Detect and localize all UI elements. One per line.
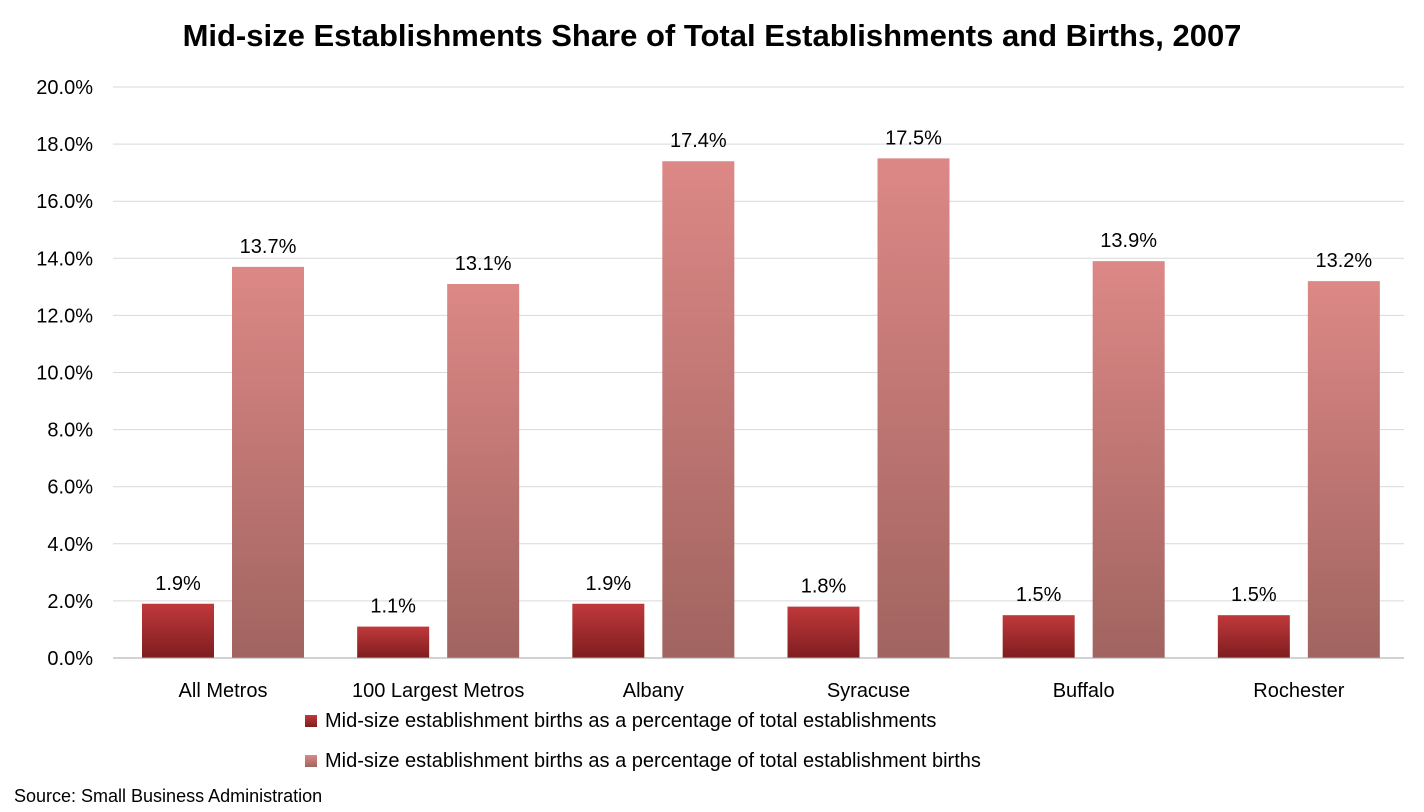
bar-series-2-buffalo [1092,261,1165,658]
bar-series-1-rochester [1217,615,1290,658]
bars [142,158,1380,659]
bar-series-2-rochester [1307,281,1380,658]
bar-series-1-syracuse [787,606,860,658]
legend-label: Mid-size establishment births as a perce… [325,709,937,732]
x-axis: All Metros 100 Largest Metros Albany Syracu… [113,657,1404,702]
x-category-label: All Metros [179,680,268,702]
bar-value-label: 17.4% [670,130,727,152]
bar-value-label: 1.8% [801,576,847,598]
chart-title: Mid-size Establishments Share of Total E… [182,18,1242,53]
bar-value-label: 17.5% [885,127,942,149]
legend-swatch-dark-red [305,715,317,727]
bar-value-label: 13.2% [1315,250,1372,272]
y-tick-label: 16.0% [36,191,93,213]
legend-item-series-1: Mid-size establishment births as a perce… [305,709,936,733]
y-tick-label: 0.0% [47,648,93,670]
y-tick-label: 2.0% [47,591,93,613]
gridlines [113,86,1404,602]
bar-value-label: 1.5% [1016,584,1062,606]
y-axis: 0.0% 2.0% 4.0% 6.0% 8.0% 10.0% 12.0% 14.0% 16.0%… [36,77,93,670]
legend-label: Mid-size establishment births as a perce… [325,749,981,772]
y-tick-label: 18.0% [36,134,93,156]
bar-series-1-all-metros [142,603,214,658]
bar-value-label: 1.1% [370,596,416,618]
bar-series-1-albany [572,603,645,658]
x-category-label: Albany [623,680,684,702]
y-tick-label: 14.0% [36,248,93,270]
bar-value-label: 1.9% [155,573,201,595]
bar-series-1-100-largest-metros [357,626,430,658]
x-category-label: Rochester [1253,680,1344,702]
bar-value-label: 13.1% [455,253,512,275]
bar-series-2-all-metros [232,266,304,658]
legend-item-series-2: Mid-size establishment births as a perce… [305,749,981,773]
y-tick-label: 10.0% [36,363,93,385]
x-category-label: Syracuse [827,680,910,702]
bar-series-2-100-largest-metros [447,283,520,658]
bar-value-label: 1.5% [1231,584,1277,606]
y-tick-label: 6.0% [47,477,93,499]
y-tick-label: 20.0% [36,77,93,99]
bar-value-label: 1.9% [586,573,632,595]
y-tick-label: 8.0% [47,420,93,442]
bar-series-2-syracuse [877,158,950,658]
bar-series-1-buffalo [1002,615,1075,658]
y-tick-label: 12.0% [36,305,93,327]
x-category-label: 100 Largest Metros [352,680,524,702]
y-tick-label: 4.0% [47,534,93,556]
bar-value-label: 13.7% [240,236,297,258]
bar-series-2-albany [662,161,735,659]
data-labels: 1.9% 1.1% 1.9% 1.8% 1.5% 1.5% 13.7% 13.1% 17.4% 1… [155,127,1372,617]
source-note: Source: Small Business Administration [14,786,323,806]
legend-swatch-light-red [305,755,317,767]
x-category-label: Buffalo [1053,680,1115,702]
bar-value-label: 13.9% [1100,230,1157,252]
